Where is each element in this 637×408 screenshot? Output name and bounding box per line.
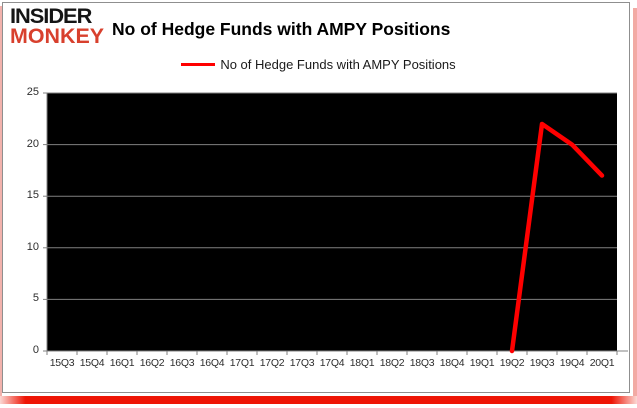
bottom-red-bar xyxy=(0,396,637,404)
x-tick-label: 15Q4 xyxy=(79,357,105,369)
left-edge-decoration xyxy=(0,6,2,402)
y-tick-label: 0 xyxy=(32,344,39,356)
x-tick-label: 20Q1 xyxy=(589,357,615,369)
logo-monkey: MONKEY xyxy=(10,24,105,48)
y-tick-label: 10 xyxy=(26,240,39,253)
legend-label: No of Hedge Funds with AMPY Positions xyxy=(220,57,456,72)
x-tick-label: 19Q2 xyxy=(499,357,525,369)
y-tick-label: 25 xyxy=(26,86,39,98)
x-tick-label: 16Q3 xyxy=(169,357,195,369)
chart-title: No of Hedge Funds with AMPY Positions xyxy=(112,19,451,39)
x-tick-label: 19Q4 xyxy=(559,357,585,369)
x-tick-label: 18Q1 xyxy=(349,357,375,369)
legend: No of Hedge Funds with AMPY Positions xyxy=(0,57,637,72)
insider-monkey-logo[interactable]: INSIDER MONKEY xyxy=(10,6,110,48)
y-tick-label: 15 xyxy=(26,189,39,202)
plot-background xyxy=(47,93,617,351)
logo-insider: INSIDER xyxy=(10,5,92,28)
legend-line-swatch xyxy=(181,63,216,66)
x-tick-label: 18Q3 xyxy=(409,357,435,369)
x-tick-label: 17Q3 xyxy=(289,357,315,369)
x-tick-label: 16Q2 xyxy=(139,357,165,369)
x-tick-label: 18Q2 xyxy=(379,357,405,369)
x-tick-label: 19Q3 xyxy=(529,357,555,369)
x-tick-label: 19Q1 xyxy=(469,357,495,369)
y-tick-label: 5 xyxy=(32,292,39,305)
plot-area xyxy=(43,92,628,355)
x-tick-label: 17Q1 xyxy=(229,357,255,369)
x-tick-label: 17Q2 xyxy=(259,357,285,369)
x-tick-label: 15Q3 xyxy=(49,357,75,369)
x-tick-label: 18Q4 xyxy=(439,357,465,369)
x-tick-label: 16Q4 xyxy=(199,357,225,369)
y-tick-label: 20 xyxy=(26,137,39,150)
series-line xyxy=(509,121,605,354)
x-tick-label: 16Q1 xyxy=(109,357,135,369)
x-tick-label: 17Q4 xyxy=(319,357,345,369)
right-edge-decoration xyxy=(633,8,637,398)
